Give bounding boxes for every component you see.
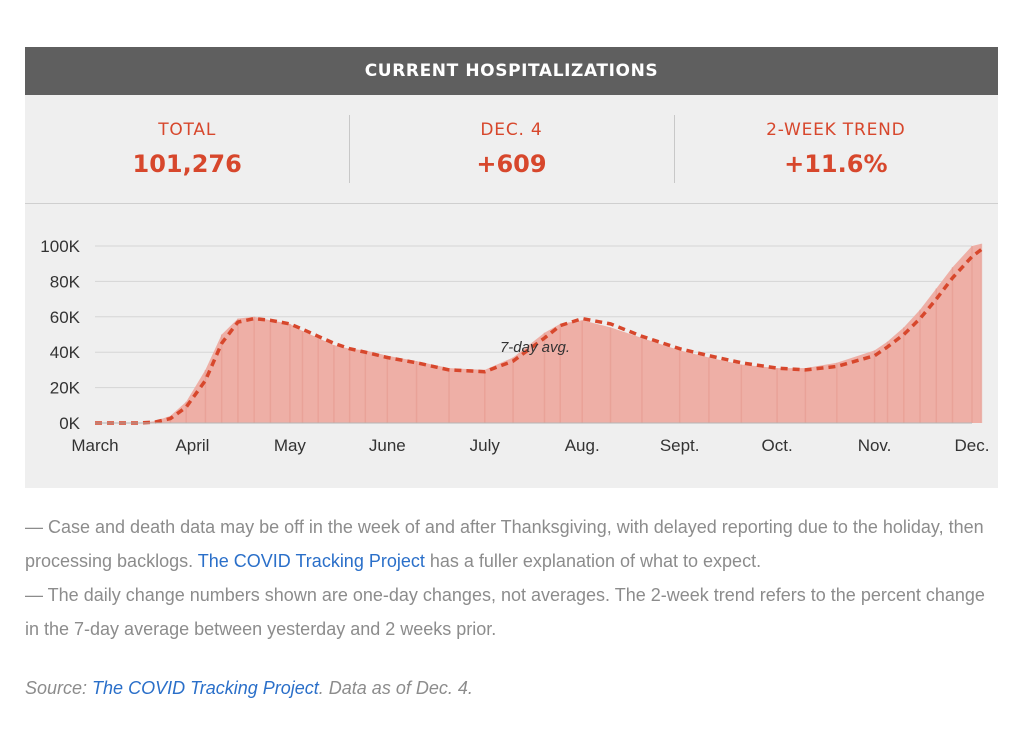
widget-header: CURRENT HOSPITALIZATIONS	[25, 47, 998, 95]
x-tick-label: May	[274, 436, 307, 455]
source-prefix: Source:	[25, 678, 93, 698]
hospitalizations-area	[95, 243, 982, 423]
footnote-thanksgiving-suffix: has a fuller explanation of what to expe…	[424, 551, 762, 571]
x-tick-label: Oct.	[762, 436, 793, 455]
y-tick-label: 20K	[50, 379, 81, 398]
footnote-daily-change: — The daily change numbers shown are one…	[25, 585, 985, 639]
stat-total-label: TOTAL	[158, 120, 217, 140]
y-tick-label: 100K	[40, 237, 80, 256]
y-tick-label: 80K	[50, 272, 81, 291]
source-suffix: . Data as of Dec. 4.	[318, 678, 473, 698]
stat-daily-change: DEC. 4 +609	[349, 95, 673, 203]
x-tick-label: April	[175, 436, 209, 455]
y-tick-label: 60K	[50, 308, 81, 327]
stat-daily-change-value: +609	[476, 150, 547, 178]
x-tick-label: Dec.	[955, 436, 990, 455]
y-tick-label: 0K	[59, 414, 80, 433]
x-tick-label: Sept.	[660, 436, 700, 455]
y-tick-label: 40K	[50, 343, 81, 362]
x-tick-label: March	[71, 436, 118, 455]
stat-two-week-trend-label: 2-WEEK TREND	[766, 120, 906, 140]
stat-two-week-trend-value: +11.6%	[784, 150, 888, 178]
hospitalizations-widget: CURRENT HOSPITALIZATIONS TOTAL 101,276 D…	[25, 47, 998, 488]
stat-two-week-trend: 2-WEEK TREND +11.6%	[673, 95, 998, 203]
widget-title: CURRENT HOSPITALIZATIONS	[364, 61, 659, 81]
stats-row: TOTAL 101,276 DEC. 4 +609 2-WEEK TREND +…	[25, 95, 998, 204]
covid-tracking-link[interactable]: The COVID Tracking Project	[197, 551, 425, 571]
stat-total-value: 101,276	[132, 150, 242, 178]
stat-total: TOTAL 101,276	[25, 95, 349, 203]
chart-panel: 0K 20K 40K 60K 80K 100K March April May June July A…	[25, 204, 998, 488]
seven-day-average-line	[95, 248, 983, 425]
stat-daily-change-label: DEC. 4	[480, 120, 543, 140]
x-tick-label: July	[470, 436, 501, 455]
seven-day-avg-annotation: 7-day avg.	[500, 339, 570, 356]
x-tick-label: June	[369, 436, 406, 455]
footnote-thanksgiving-text: — Case and death data may be off in the …	[25, 517, 984, 571]
source-link[interactable]: The COVID Tracking Project	[92, 678, 319, 698]
footnote-thanksgiving: — Case and death data may be off in the …	[25, 510, 985, 578]
x-tick-label: Nov.	[858, 436, 892, 455]
source-line: Source: The COVID Tracking Project. Data…	[25, 678, 473, 699]
x-tick-label: Aug.	[565, 436, 600, 455]
footnotes: — Case and death data may be off in the …	[25, 510, 985, 646]
hospitalizations-chart: 0K 20K 40K 60K 80K 100K March April May June July A…	[40, 237, 990, 455]
